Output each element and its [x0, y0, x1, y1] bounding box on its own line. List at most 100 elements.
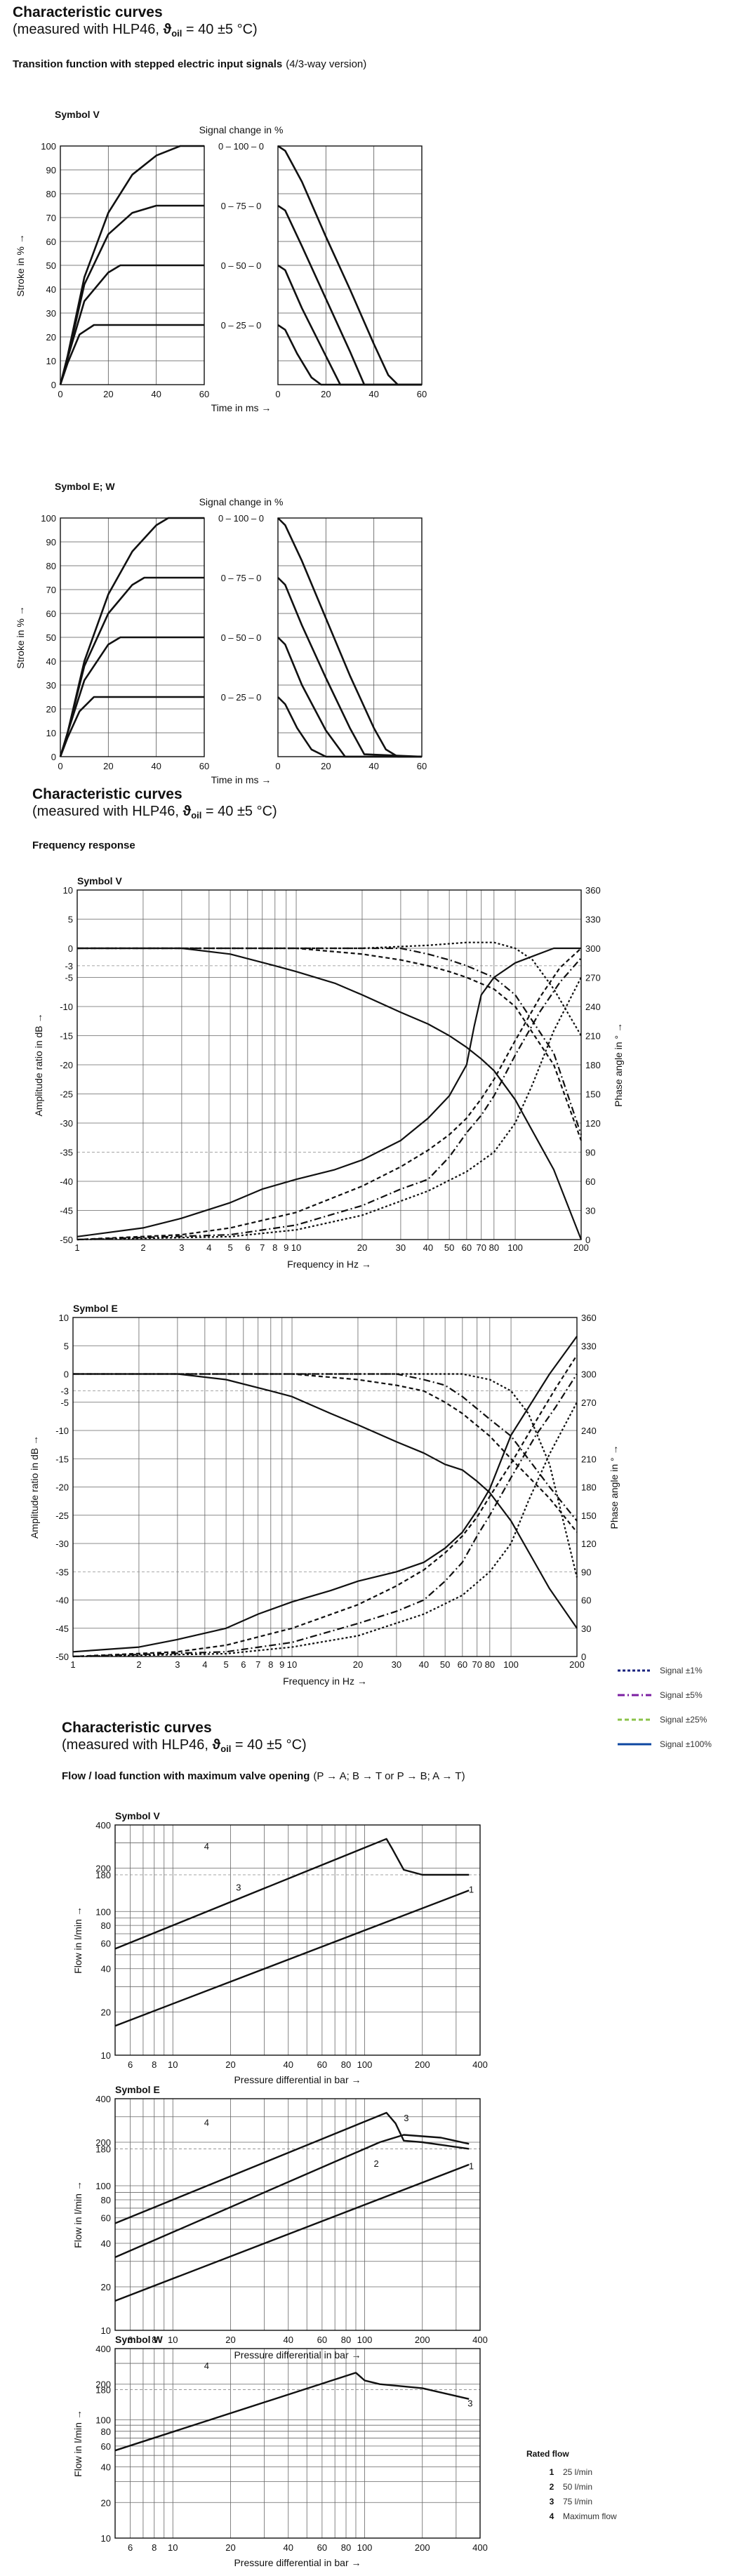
step-curve-fall-25	[277, 324, 422, 386]
x-tick-label: 0	[58, 761, 62, 771]
y2-tick-label: 360	[585, 885, 601, 896]
y-tick-label: -50	[55, 1652, 69, 1662]
y2-tick-label: 90	[585, 1148, 595, 1158]
y2-tick-label: 360	[581, 1313, 597, 1323]
phase-curve-25pct	[72, 1355, 578, 1658]
step-curve-rise-50	[59, 636, 204, 757]
x-tick-label: 30	[392, 1659, 401, 1670]
y-tick-label: 200	[95, 2137, 111, 2148]
y-tick-label: 40	[101, 2462, 111, 2473]
y-tick-label: 20	[101, 2282, 111, 2292]
y-tick-label: 0	[51, 380, 56, 390]
x-tick-label: 40	[368, 761, 378, 771]
symbol-label: Symbol V	[77, 875, 122, 887]
phase-curve-25pct	[77, 948, 582, 1241]
x-tick-label: 4	[206, 1242, 211, 1253]
y-tick-label: 40	[101, 2238, 111, 2249]
y2-tick-label: 300	[585, 943, 601, 954]
step-level-label: 0 – 100 – 0	[218, 513, 264, 524]
y-tick-label: 80	[101, 1920, 111, 1931]
step-curve-fall-25	[277, 696, 422, 758]
y2-tick-label: 300	[581, 1369, 597, 1380]
phase-curve-100pct	[77, 947, 581, 1237]
section1-title: Characteristic curves	[13, 4, 163, 20]
curve-callout: 3	[404, 2113, 408, 2123]
y-tick-label: 30	[46, 308, 56, 319]
x-tick-label: 100	[357, 2335, 373, 2345]
amplitude-curve-1pct	[77, 941, 582, 1037]
plot-frame	[72, 1317, 578, 1657]
y-tick-label: 20	[101, 2007, 111, 2017]
y2-tick-label: 0	[581, 1652, 586, 1662]
x-axis-label: Pressure differential in bar →	[234, 2557, 361, 2568]
y2-tick-label: 30	[585, 1206, 595, 1216]
y-tick-label: 180	[95, 2144, 111, 2154]
y-tick-label: 80	[46, 561, 56, 571]
y-tick-label: 60	[46, 609, 56, 619]
y-tick-label: 80	[46, 189, 56, 199]
y2-axis-label: Phase angle in ° →	[613, 1023, 624, 1107]
y-tick-label: 400	[95, 1820, 111, 1831]
x-tick-label: 200	[415, 2542, 430, 2553]
section3-title: Characteristic curves	[62, 1720, 212, 1736]
step-level-label: 0 – 50 – 0	[221, 632, 262, 643]
x-tick-label: 100	[357, 2542, 373, 2553]
y-tick-label: 90	[46, 165, 56, 175]
symbol-label: Symbol V	[55, 109, 100, 120]
x-tick-label: 8	[152, 2335, 157, 2345]
y-tick-label: 0	[51, 752, 56, 762]
curve-callout: 2	[373, 2158, 378, 2169]
y2-tick-label: 120	[585, 1118, 601, 1129]
step-level-label: 0 – 75 – 0	[221, 201, 262, 211]
y2-tick-label: 0	[585, 1235, 590, 1245]
x-tick-label: 20	[353, 1659, 363, 1670]
y2-tick-label: 90	[581, 1567, 591, 1577]
y2-tick-label: 330	[581, 1341, 597, 1351]
x-tick-label: 7	[260, 1242, 265, 1253]
frequency-heading: Frequency response	[32, 839, 135, 851]
x-tick-label: 40	[151, 389, 161, 399]
x-tick-label: 40	[284, 2059, 293, 2070]
phase-curve-1pct	[72, 1402, 578, 1658]
x-tick-label: 10	[287, 1659, 297, 1670]
flow-curve-2	[114, 2134, 470, 2259]
y-tick-label: 180	[95, 2384, 111, 2395]
x-tick-label: 5	[227, 1242, 232, 1253]
rated-flow-number: 1	[550, 2467, 554, 2477]
plot-frame	[114, 2098, 481, 2331]
x-tick-label: 400	[472, 2059, 488, 2070]
y-tick-label: 200	[95, 1864, 111, 1874]
y-tick-label: 10	[101, 2533, 111, 2544]
x-tick-label: 6	[241, 1659, 246, 1670]
y-tick-label: 60	[101, 1939, 111, 1949]
x-tick-label: 6	[245, 1242, 250, 1253]
y-tick-label: 80	[101, 2195, 111, 2205]
x-axis-label: Time in ms →	[211, 774, 272, 785]
rated-flow-title: Rated flow	[526, 2449, 569, 2459]
x-tick-label: 60	[317, 2542, 327, 2553]
x-tick-label: 40	[151, 761, 161, 771]
flow-load-symbol-e: Symbol E 6 8 10 20 40 60 80 100 200 400 10 20 40 60 80 1…	[72, 2084, 488, 2361]
y-tick-label: 90	[46, 537, 56, 547]
y-tick-label: 10	[46, 728, 56, 738]
y-tick-label: -45	[60, 1206, 73, 1216]
step-curve-rise-25	[59, 324, 204, 385]
x-tick-label: 20	[103, 761, 113, 771]
y-tick-label: -10	[60, 1002, 73, 1012]
x-tick-label: 20	[225, 2335, 235, 2345]
x-tick-label: 200	[573, 1242, 589, 1253]
plot-frame	[114, 2348, 481, 2539]
x-tick-label: 10	[168, 2335, 178, 2345]
y-tick-label: 100	[95, 2415, 111, 2425]
y-tick-label: 5	[68, 915, 73, 925]
phase-curve-5pct	[72, 1373, 578, 1658]
x-tick-label: 30	[396, 1242, 406, 1253]
plot-frame	[114, 1824, 481, 2056]
step-level-label: 0 – 100 – 0	[218, 141, 264, 152]
x-tick-label: 20	[321, 389, 331, 399]
flow-curve-1	[114, 2163, 470, 2302]
x-axis-label: Frequency in Hz →	[283, 1675, 367, 1687]
curve-callout: 4	[204, 1841, 209, 1852]
step-curve-fall-50	[277, 264, 422, 386]
x-tick-label: 20	[103, 389, 113, 399]
